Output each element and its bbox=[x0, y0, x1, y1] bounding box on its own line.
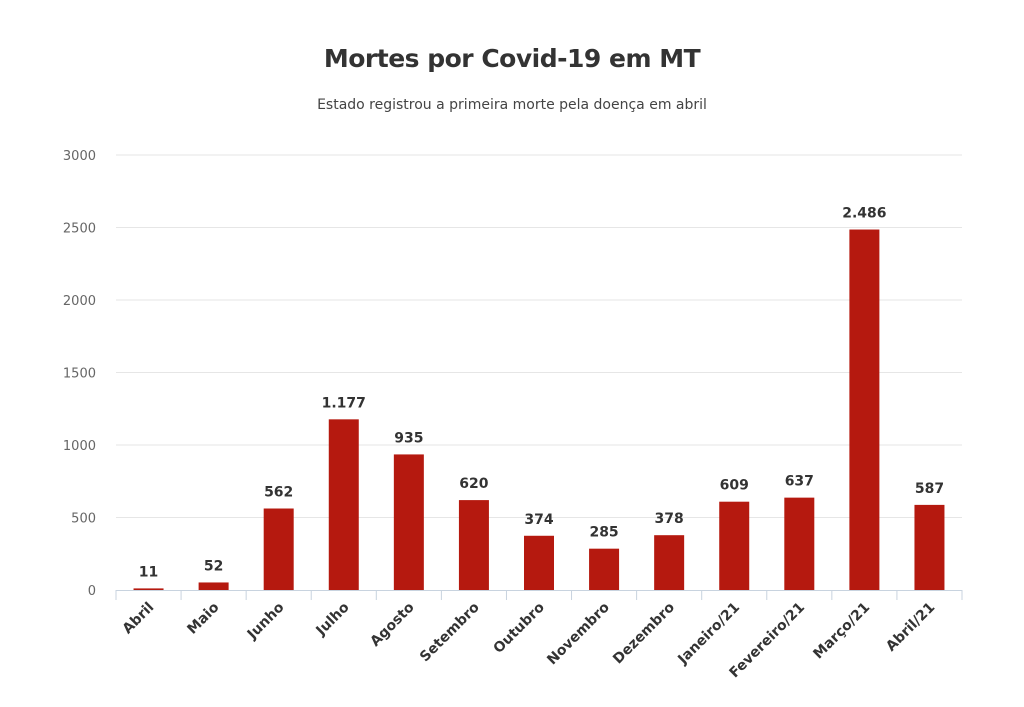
category-label: Julho bbox=[313, 599, 353, 639]
category-label: Novembro bbox=[544, 599, 613, 668]
y-tick-label: 0 bbox=[88, 584, 96, 599]
bar bbox=[393, 454, 424, 590]
bar bbox=[198, 582, 229, 590]
category-label: Junho bbox=[244, 599, 288, 643]
bar bbox=[328, 419, 359, 590]
y-tick-label: 500 bbox=[71, 512, 96, 527]
category-label: Janeiro/21 bbox=[674, 600, 743, 669]
chart-subtitle: Estado registrou a primeira morte pela d… bbox=[317, 97, 707, 113]
bar bbox=[719, 501, 750, 590]
x-axis bbox=[115, 590, 963, 600]
bar bbox=[654, 535, 685, 590]
y-tick-label: 2500 bbox=[63, 222, 96, 237]
data-label: 52 bbox=[204, 558, 223, 574]
data-label: 637 bbox=[785, 474, 814, 490]
bar bbox=[263, 508, 294, 590]
category-labels: Abril Maio Junho Julho Agosto Setembro Outubro… bbox=[120, 599, 939, 681]
data-label: 609 bbox=[720, 478, 749, 494]
chart-title: Mortes por Covid-19 em MT bbox=[323, 44, 701, 73]
bar bbox=[458, 500, 489, 590]
category-label: Abril/21 bbox=[883, 600, 938, 655]
bar bbox=[914, 504, 945, 590]
data-labels: 11 52 562 1.177 935 620 374 285 378 609 637 2.486 58… bbox=[139, 206, 944, 581]
data-label: 1.177 bbox=[322, 395, 366, 411]
data-label: 2.486 bbox=[842, 206, 886, 222]
category-label: Dezembro bbox=[610, 599, 678, 667]
bar bbox=[524, 535, 554, 590]
bars bbox=[133, 229, 945, 590]
data-label: 374 bbox=[524, 512, 553, 528]
category-label: Setembro bbox=[417, 599, 483, 665]
data-label: 562 bbox=[264, 485, 293, 501]
category-label: Agosto bbox=[367, 599, 418, 650]
data-label: 935 bbox=[394, 430, 423, 446]
category-label: Outubro bbox=[490, 599, 548, 657]
bar bbox=[589, 548, 620, 590]
data-label: 587 bbox=[915, 481, 944, 497]
data-label: 11 bbox=[139, 564, 158, 580]
category-label: Março/21 bbox=[810, 600, 873, 663]
gridlines bbox=[116, 154, 962, 518]
bar bbox=[133, 588, 164, 590]
y-tick-label: 3000 bbox=[63, 149, 96, 164]
bar bbox=[849, 229, 880, 590]
data-label: 285 bbox=[589, 525, 618, 541]
y-axis-ticks: 0 500 1000 1500 2000 2500 3000 bbox=[63, 149, 96, 599]
y-tick-label: 1000 bbox=[63, 439, 96, 454]
y-tick-label: 1500 bbox=[63, 367, 96, 382]
data-label: 378 bbox=[655, 511, 684, 527]
data-label: 620 bbox=[459, 476, 488, 492]
y-tick-label: 2000 bbox=[63, 294, 96, 309]
category-label: Abril bbox=[120, 600, 158, 638]
category-label: Maio bbox=[184, 599, 222, 637]
bar bbox=[784, 497, 815, 590]
